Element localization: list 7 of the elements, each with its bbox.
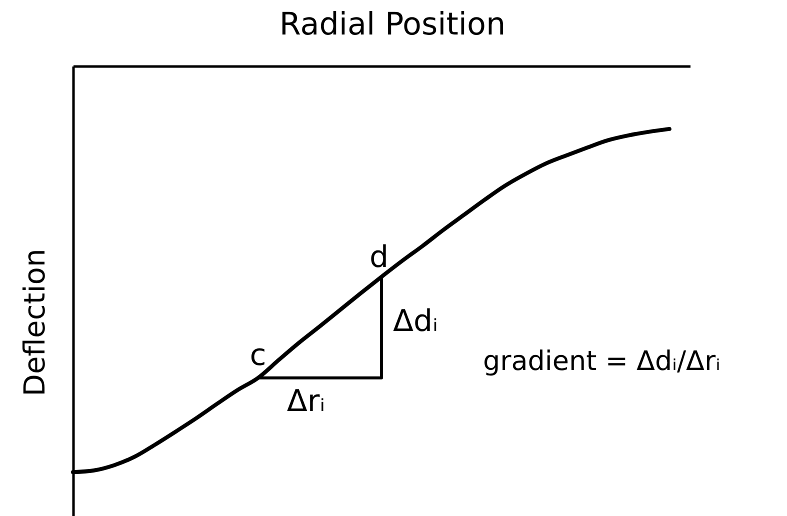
annotation: Δdᵢ: [393, 304, 438, 339]
annotation: Δrᵢ: [286, 384, 326, 419]
annotation: d: [369, 240, 389, 275]
x-axis-title: Radial Position: [279, 6, 506, 42]
y-axis-title: Deflection: [18, 248, 52, 396]
annotation: c: [250, 338, 266, 373]
annotation: gradient = Δdᵢ/Δrᵢ: [483, 346, 720, 377]
